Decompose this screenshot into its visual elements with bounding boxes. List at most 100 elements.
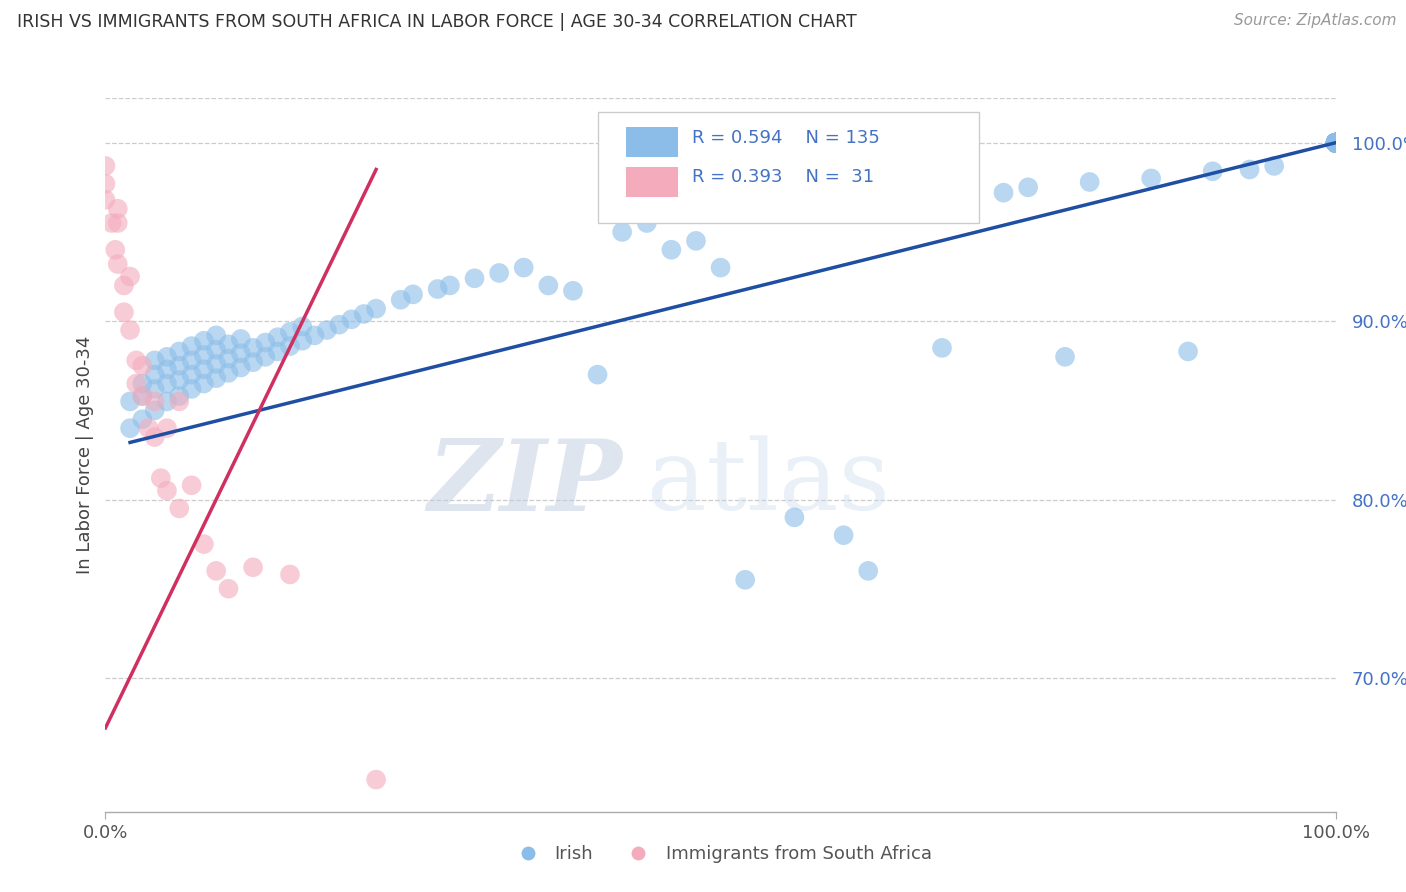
Text: atlas: atlas — [647, 435, 890, 532]
Point — [169, 501, 191, 516]
Text: R = 0.594    N = 135: R = 0.594 N = 135 — [692, 128, 880, 147]
Point — [242, 355, 264, 369]
Point — [112, 305, 135, 319]
Point — [1324, 136, 1347, 150]
Point — [193, 362, 215, 376]
FancyBboxPatch shape — [626, 128, 678, 157]
Point — [169, 344, 191, 359]
Point — [993, 186, 1015, 200]
Point — [783, 510, 806, 524]
Point — [143, 430, 166, 444]
Point — [1324, 136, 1347, 150]
Point — [112, 278, 135, 293]
Point — [1324, 136, 1347, 150]
Text: Source: ZipAtlas.com: Source: ZipAtlas.com — [1233, 13, 1396, 29]
Point — [1324, 136, 1347, 150]
Point — [1324, 136, 1347, 150]
Point — [1324, 136, 1347, 150]
Point — [389, 293, 412, 307]
Point — [586, 368, 609, 382]
Point — [439, 278, 461, 293]
Point — [291, 334, 314, 348]
Point — [120, 394, 141, 409]
Point — [610, 225, 633, 239]
Point — [1324, 136, 1347, 150]
Point — [180, 478, 202, 492]
Point — [169, 389, 191, 403]
Point — [229, 346, 252, 360]
Point — [1054, 350, 1077, 364]
Point — [1324, 136, 1347, 150]
Point — [1324, 136, 1347, 150]
Point — [94, 177, 117, 191]
Point — [1177, 344, 1199, 359]
Point — [832, 528, 855, 542]
Point — [353, 307, 375, 321]
Point — [100, 216, 122, 230]
Point — [143, 382, 166, 396]
Point — [278, 339, 301, 353]
Point — [304, 328, 326, 343]
FancyBboxPatch shape — [598, 112, 979, 223]
Point — [759, 207, 782, 221]
Point — [107, 257, 129, 271]
Point — [734, 573, 756, 587]
Point — [1324, 136, 1347, 150]
Point — [278, 325, 301, 339]
Point — [488, 266, 510, 280]
Point — [218, 582, 240, 596]
Point — [242, 560, 264, 574]
Point — [366, 301, 388, 316]
Point — [1324, 136, 1347, 150]
Point — [180, 353, 202, 368]
Point — [340, 312, 363, 326]
Text: R = 0.393    N =  31: R = 0.393 N = 31 — [692, 168, 875, 186]
Point — [328, 318, 350, 332]
Point — [1324, 136, 1347, 150]
Point — [513, 260, 536, 275]
Point — [242, 341, 264, 355]
Point — [131, 389, 153, 403]
Point — [143, 353, 166, 368]
Point — [1324, 136, 1347, 150]
Point — [1324, 136, 1347, 150]
Point — [131, 412, 153, 426]
Point — [1324, 136, 1347, 150]
Point — [1324, 136, 1347, 150]
Point — [1324, 136, 1347, 150]
Point — [1324, 136, 1347, 150]
Point — [193, 537, 215, 551]
Point — [143, 394, 166, 409]
Point — [1324, 136, 1347, 150]
Point — [1324, 136, 1347, 150]
Point — [1324, 136, 1347, 150]
Point — [931, 341, 953, 355]
Point — [1324, 136, 1347, 150]
Point — [956, 189, 979, 203]
Point — [1324, 136, 1347, 150]
Point — [1324, 136, 1347, 150]
Point — [1324, 136, 1347, 150]
Point — [205, 343, 228, 357]
Point — [1324, 136, 1347, 150]
Point — [464, 271, 486, 285]
Point — [218, 337, 240, 351]
Point — [1324, 136, 1347, 150]
Point — [1324, 136, 1347, 150]
Point — [180, 382, 202, 396]
Point — [1324, 136, 1347, 150]
Y-axis label: In Labor Force | Age 30-34: In Labor Force | Age 30-34 — [76, 335, 94, 574]
Point — [291, 319, 314, 334]
Point — [1202, 164, 1225, 178]
Text: ZIP: ZIP — [427, 435, 621, 532]
Point — [156, 421, 179, 435]
Point — [1324, 136, 1347, 150]
Point — [1324, 136, 1347, 150]
Point — [149, 471, 172, 485]
Point — [1263, 159, 1285, 173]
Point — [218, 366, 240, 380]
Point — [710, 260, 733, 275]
Point — [1078, 175, 1101, 189]
Point — [1324, 136, 1347, 150]
Point — [229, 360, 252, 375]
